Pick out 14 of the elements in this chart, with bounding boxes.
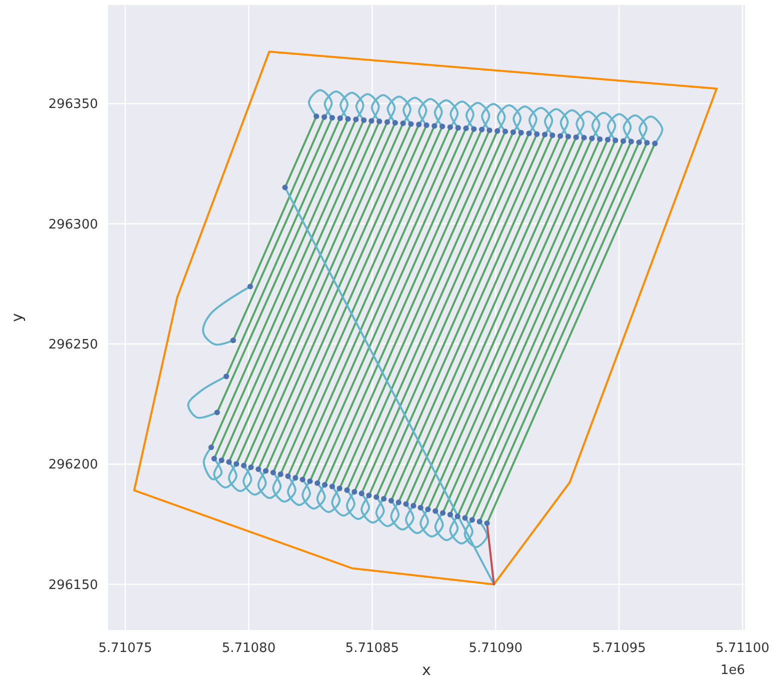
y-axis-title: y: [8, 312, 26, 322]
x-tick-label: 5.71100: [716, 641, 770, 656]
text: 1e6: [720, 663, 745, 678]
x-tick-label: 5.71075: [98, 641, 152, 656]
x-axis-title: x: [422, 661, 432, 679]
y-tick-label: 296250: [48, 337, 98, 352]
x-tick-label: 5.71085: [345, 641, 400, 656]
x-tick-label: 5.71095: [592, 641, 646, 656]
y-tick-label: 296300: [48, 217, 98, 232]
y-tick-label: 296200: [48, 458, 98, 473]
y-tick-label: 296150: [48, 578, 98, 593]
x-tick-label: 5.71080: [222, 641, 276, 656]
x-tick-label: 5.71090: [468, 641, 523, 656]
y-tick-label: 296350: [48, 97, 98, 112]
